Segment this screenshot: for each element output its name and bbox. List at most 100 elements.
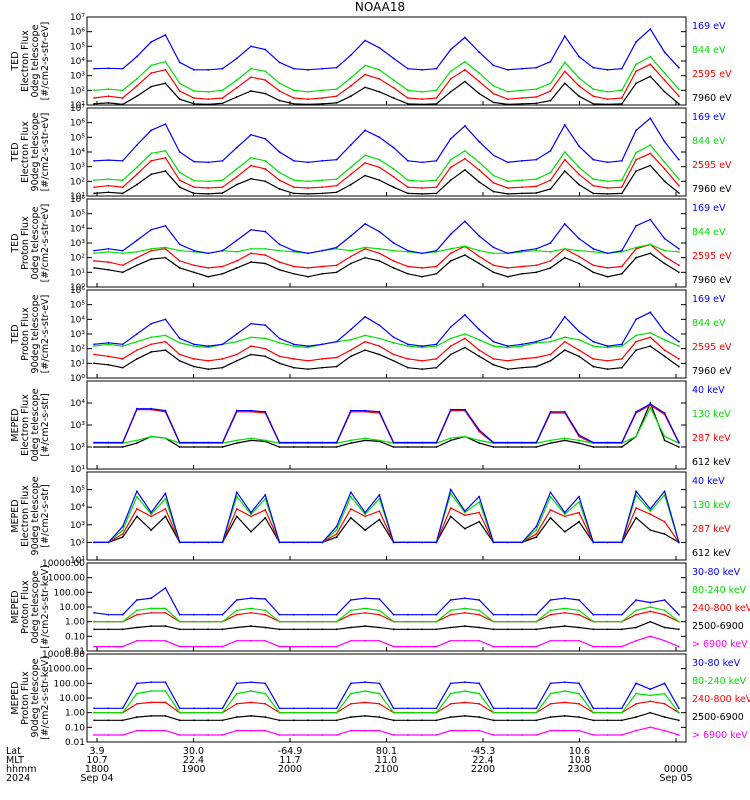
data-point — [250, 336, 252, 339]
data-point — [592, 541, 595, 544]
data-point — [620, 186, 623, 189]
data-point — [207, 103, 210, 106]
data-point — [321, 441, 324, 444]
data-point — [307, 441, 309, 444]
data-point — [435, 366, 438, 369]
x-tick-label: 11.7 — [279, 755, 300, 766]
data-point — [307, 368, 309, 371]
data-point — [492, 446, 495, 448]
data-point — [492, 101, 495, 104]
data-point — [649, 311, 652, 314]
data-point — [578, 77, 580, 79]
data-point — [235, 626, 238, 629]
legend-entry: 30-80 keV — [692, 658, 741, 669]
data-point — [107, 250, 110, 253]
data-point — [264, 716, 267, 718]
data-point — [321, 249, 324, 252]
data-point — [93, 179, 96, 182]
data-point — [193, 264, 195, 267]
data-point — [635, 256, 637, 259]
data-point — [121, 103, 124, 106]
data-point — [677, 247, 680, 250]
data-point — [207, 645, 210, 648]
data-point — [649, 243, 652, 246]
data-point — [406, 186, 409, 189]
data-point — [107, 620, 110, 623]
data-point — [378, 493, 381, 496]
data-point — [335, 178, 338, 181]
data-point — [592, 271, 595, 274]
data-point — [606, 90, 609, 93]
y-axis-label: [#/cm2-s-str-eV] — [40, 295, 51, 374]
data-point — [606, 734, 609, 736]
data-point — [677, 711, 680, 714]
data-point — [506, 346, 509, 349]
data-point — [649, 331, 652, 334]
data-point — [307, 541, 309, 544]
data-point — [278, 268, 281, 271]
data-point — [107, 268, 110, 271]
data-point — [478, 169, 481, 171]
data-point — [150, 690, 153, 692]
data-point — [292, 89, 295, 92]
data-point — [378, 613, 381, 616]
y-tick-label: 10000.00 — [42, 650, 85, 660]
data-point — [506, 446, 509, 448]
data-point — [207, 267, 210, 269]
data-point — [107, 355, 110, 358]
legend-entry: 612 keV — [692, 548, 731, 559]
data-point — [535, 102, 538, 105]
y-axis-label: Proton Flux — [20, 216, 31, 270]
data-point — [677, 178, 680, 181]
data-point — [136, 508, 138, 510]
data-point — [449, 345, 452, 347]
data-point — [136, 599, 138, 601]
series-line — [94, 621, 679, 630]
y-tick-label: 1000.00 — [48, 574, 85, 584]
data-point — [649, 336, 652, 339]
data-point — [207, 711, 210, 714]
data-point — [549, 491, 552, 494]
data-point — [93, 186, 96, 189]
data-point — [406, 628, 409, 631]
data-point — [150, 407, 153, 410]
data-point — [235, 639, 238, 642]
data-point — [620, 620, 623, 623]
data-point — [264, 702, 267, 705]
data-point — [335, 247, 338, 250]
x-tick-label: 2000 — [278, 764, 302, 775]
y-tick-label: 10⁴ — [70, 224, 85, 234]
data-point — [677, 95, 680, 98]
data-point — [578, 55, 580, 58]
data-point — [93, 192, 96, 195]
data-point — [193, 365, 195, 368]
data-point — [150, 247, 153, 250]
data-point — [278, 645, 281, 648]
data-point — [392, 97, 395, 99]
data-point — [392, 628, 395, 631]
data-point — [136, 626, 138, 629]
data-point — [563, 223, 566, 225]
data-point — [235, 359, 238, 362]
data-point — [349, 491, 352, 494]
data-point — [164, 701, 167, 704]
data-point — [278, 243, 281, 246]
data-point — [136, 340, 138, 343]
data-point — [649, 510, 652, 513]
data-point — [535, 628, 538, 631]
data-point — [521, 734, 523, 736]
data-point — [563, 437, 566, 440]
data-point — [478, 161, 481, 164]
data-point — [663, 237, 666, 240]
data-point — [620, 645, 623, 648]
data-point — [492, 85, 495, 87]
data-point — [364, 690, 367, 692]
data-point — [406, 707, 409, 710]
data-point — [264, 355, 267, 358]
data-point — [521, 159, 523, 162]
data-point — [278, 337, 281, 340]
series-line — [94, 218, 680, 254]
data-point — [435, 613, 438, 616]
data-point — [136, 173, 138, 176]
data-point — [592, 340, 595, 343]
